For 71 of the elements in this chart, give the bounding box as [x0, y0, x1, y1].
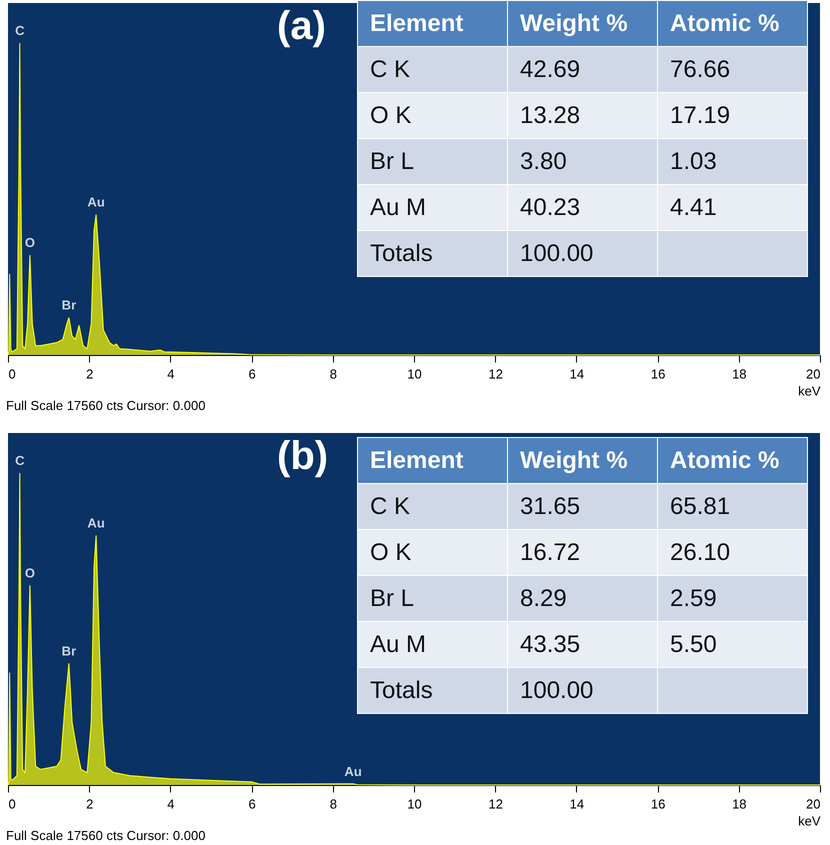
- x-tick-label: 0: [8, 366, 16, 382]
- x-tick-label: 6: [248, 796, 256, 812]
- annotation: 3.80: [508, 138, 658, 184]
- annotation: 26.10: [658, 530, 808, 576]
- x-tick-label: 2: [86, 796, 94, 812]
- annotation: 31.65: [508, 484, 658, 530]
- annotation: 4.41: [658, 184, 808, 230]
- annotation: C: [15, 453, 26, 468]
- x-tick-label: 2: [86, 366, 94, 382]
- annotation: O: [24, 235, 35, 250]
- annotation: 17.19: [658, 92, 808, 138]
- annotation: O K: [358, 92, 508, 138]
- annotation: Totals: [358, 230, 508, 276]
- annotation: 100.00: [508, 668, 658, 714]
- annotation: 40.23: [508, 184, 658, 230]
- x-tick-label: 12: [488, 796, 503, 812]
- annotation: (b): [277, 434, 328, 479]
- annotation: O: [24, 565, 35, 580]
- annotation: Br L: [358, 138, 508, 184]
- annotation: C: [15, 23, 26, 38]
- annotation: 1.03: [658, 138, 808, 184]
- x-tick-label: 16: [650, 366, 666, 382]
- x-tick-label: 16: [650, 796, 666, 812]
- annotation: Totals: [358, 668, 508, 714]
- text: Full Scale 17560 cts Cursor: 0.000: [6, 828, 206, 843]
- annotation: 65.81: [658, 484, 808, 530]
- annotation: Br: [62, 298, 76, 313]
- annotation: Au: [87, 515, 105, 530]
- annotation: 42.69: [508, 46, 658, 92]
- x-axis-title: keV: [798, 814, 821, 828]
- annotation: Element: [358, 438, 508, 484]
- x-tick-label: 20: [806, 366, 820, 382]
- annotation: 43.35: [508, 622, 658, 668]
- annotation: Au M: [358, 184, 508, 230]
- annotation: Weight %: [508, 438, 658, 484]
- annotation: C K: [358, 484, 508, 530]
- x-tick-label: 10: [407, 796, 422, 812]
- annotation: Au M: [358, 622, 508, 668]
- annotation: 2.59: [658, 576, 808, 622]
- x-tick-label: 12: [488, 366, 503, 382]
- annotation: 13.28: [508, 92, 658, 138]
- annotation: 16.72: [508, 530, 658, 576]
- x-axis-title: keV: [798, 384, 821, 398]
- x-tick-label: 4: [167, 796, 175, 812]
- text: Element: [358, 0, 508, 46]
- x-tick-label: 20: [806, 796, 820, 812]
- annotation: 5.50: [658, 622, 808, 668]
- x-tick-label: 14: [570, 796, 584, 812]
- annotation: Au: [87, 194, 105, 210]
- annotation: 8.29: [508, 576, 658, 622]
- text: Full Scale 17560 cts Cursor: 0.000: [6, 398, 206, 413]
- annotation: 100.00: [508, 230, 658, 276]
- annotation: 76.66: [658, 46, 808, 92]
- x-tick-label: 8: [330, 366, 337, 382]
- x-tick-label: 14: [570, 366, 584, 382]
- annotation: (a): [277, 4, 326, 49]
- x-tick-label: 18: [732, 366, 747, 382]
- x-tick-label: 10: [407, 366, 422, 382]
- annotation: Au: [344, 764, 362, 779]
- annotation: O K: [358, 530, 508, 576]
- x-tick-label: 4: [167, 366, 175, 382]
- x-tick-label: 8: [330, 796, 337, 812]
- annotation: Br: [62, 643, 76, 658]
- annotation: Br L: [358, 576, 508, 622]
- annotation: Atomic %: [658, 438, 808, 484]
- annotation: C K: [358, 46, 508, 92]
- text: Weight %: [508, 0, 658, 46]
- x-tick-label: 18: [732, 796, 747, 812]
- text: Atomic %: [658, 0, 808, 46]
- x-tick-label: 6: [248, 366, 256, 382]
- x-tick-label: 0: [8, 796, 16, 812]
